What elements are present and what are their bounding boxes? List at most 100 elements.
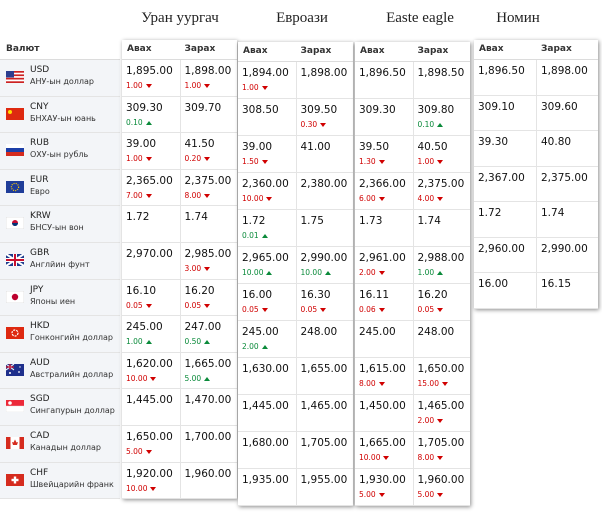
flag-icon — [6, 437, 24, 449]
sell-cell: 2,990.00 10.00 — [295, 247, 354, 284]
change-value: 0.10 — [417, 120, 435, 129]
rate-row: 2,360.00 10.00 2,380.00 — [238, 173, 353, 210]
buy-rate: 16.00 — [478, 278, 509, 290]
sell-rate: 2,988.00 — [417, 252, 465, 264]
sell-cell: 1,465.00 — [295, 395, 354, 432]
trend-arrow — [150, 376, 157, 381]
rate-row: 245.00 248.00 — [355, 321, 470, 358]
buy-cell: 2,367.00 — [474, 167, 536, 203]
buy-rate: 2,970.00 — [126, 248, 173, 260]
buy-cell: 1,665.00 10.00 — [355, 432, 413, 469]
sell-cell: 1,665.00 5.00 — [179, 352, 238, 390]
trend-arrow — [145, 450, 152, 454]
change-value: 1.00 — [126, 81, 143, 90]
change-value: 0.05 — [300, 305, 318, 314]
rate-row: 1,445.00 1,470.00 — [122, 389, 237, 426]
sell-cell: 1,470.00 — [179, 389, 238, 426]
sell-cell: 1,655.00 — [295, 358, 354, 395]
change-value: 1.00 — [417, 157, 435, 166]
change-value: 2.00 — [242, 342, 259, 351]
change-value: 3.00 — [184, 264, 202, 273]
rate-row: 1,665.00 10.00 1,705.00 8.00 — [355, 432, 470, 469]
buy-cell: 1,445.00 — [122, 389, 180, 426]
buy-cell: 39.00 1.50 — [238, 136, 296, 173]
rate-change: 6.00 — [359, 194, 413, 203]
buy-rate: 1,930.00 — [359, 474, 406, 486]
sell-cell: 309.70 — [179, 96, 238, 134]
rate-row: 245.00 1.00 247.00 0.50 — [122, 316, 237, 353]
sell-rate: 309.70 — [184, 101, 222, 114]
change-value: 5.00 — [126, 447, 143, 456]
rate-row: 308.50 309.50 0.30 — [238, 99, 353, 136]
buy-rate: 1,896.50 — [359, 67, 406, 79]
bank-panel: Авах Зарах 1,896.50 1,898.00 309.10 309.60 39.… — [474, 40, 598, 309]
rate-row: 1,620.00 10.00 1,665.00 5.00 — [122, 352, 238, 390]
bank-header: Авах Зарах — [238, 42, 353, 62]
buy-rate: 2,367.00 — [478, 171, 525, 184]
trend-arrow — [437, 123, 444, 127]
rate-row: 2,965.00 10.00 2,990.00 10.00 — [238, 247, 353, 284]
sell-rate: 16.15 — [541, 278, 572, 290]
change-value: 5.00 — [417, 490, 435, 499]
sell-cell: 1,898.00 1.00 — [179, 60, 238, 97]
bank-header: Авах Зарах — [474, 40, 598, 60]
rate-row: 1.72 1.74 — [122, 206, 237, 243]
rate-change: 0.30 — [301, 120, 354, 129]
sell-cell: 1,705.00 — [295, 432, 354, 469]
rate-change: 10.00 — [301, 268, 354, 277]
sell-rate: 247.00 — [184, 321, 222, 334]
buy-rate: 1,615.00 — [359, 363, 406, 375]
rate-change: 0.50 — [185, 337, 238, 346]
sell-cell: 1.74 — [412, 210, 471, 247]
change-value: 5.00 — [184, 373, 202, 383]
buy-cell: 1,896.50 — [474, 60, 536, 96]
buy-header: Авах — [243, 46, 268, 56]
rate-change: 8.00 — [418, 453, 471, 462]
buy-cell: 1.73 — [355, 210, 413, 247]
change-value: 1.00 — [417, 268, 435, 277]
buy-rate: 2,360.00 — [242, 178, 289, 190]
sell-rate: 1,650.00 — [417, 363, 465, 375]
sell-cell: 2,985.00 3.00 — [179, 243, 238, 280]
flag — [6, 324, 24, 340]
buy-rate: 16.11 — [359, 289, 390, 301]
sell-rate: 2,990.00 — [541, 242, 588, 255]
rate-row: 39.00 1.00 41.50 0.20 — [122, 133, 237, 170]
sell-rate: 2,375.00 — [541, 171, 588, 184]
trend-arrow — [437, 160, 444, 164]
sell-rate: 1,960.00 — [184, 467, 232, 480]
sell-cell: 247.00 0.50 — [179, 316, 238, 353]
sell-rate: 248.00 — [417, 326, 455, 338]
sell-rate: 16.20 — [184, 284, 215, 297]
sell-rate: 309.80 — [417, 104, 455, 116]
change-value: 0.06 — [359, 305, 376, 314]
buy-cell: 2,360.00 10.00 — [238, 173, 296, 210]
currency-code: SGD — [30, 394, 50, 405]
rate-row: 39.50 1.30 40.50 1.00 — [355, 136, 470, 173]
change-value: 15.00 — [417, 379, 439, 388]
buy-rate: 39.30 — [478, 136, 509, 148]
buy-cell: 308.50 — [238, 99, 296, 136]
trend-arrow — [145, 303, 152, 308]
buy-cell: 16.00 — [474, 273, 536, 309]
flag-icon — [5, 253, 25, 267]
rate-row: 1,895.00 1.00 1,898.00 1.00 — [122, 60, 237, 97]
sell-header: Зарах — [417, 46, 449, 56]
change-value: 1.00 — [242, 83, 259, 92]
currency-name: Гонконгийн доллар — [30, 333, 113, 343]
buy-rate: 1,665.00 — [359, 437, 406, 449]
change-value: 0.50 — [184, 337, 202, 347]
trend-arrow — [261, 234, 268, 238]
bank-panel: Авах Зарах 1,894.00 1.00 1,898.00 308.50 309.5… — [238, 42, 353, 506]
change-value: 1.00 — [126, 154, 143, 164]
buy-cell: 1,615.00 8.00 — [355, 358, 413, 395]
currency-code: RUB — [30, 138, 50, 149]
sell-rate: 2,375.00 — [184, 174, 232, 187]
change-value: 0.10 — [126, 117, 143, 127]
buy-header: Авах — [127, 44, 152, 54]
sell-cell: 1,700.00 — [179, 426, 238, 463]
rate-change: 1.30 — [359, 157, 413, 166]
buy-rate: 1,630.00 — [242, 363, 289, 375]
rate-change: 10.00 — [242, 194, 296, 203]
change-value: 0.05 — [242, 305, 259, 314]
